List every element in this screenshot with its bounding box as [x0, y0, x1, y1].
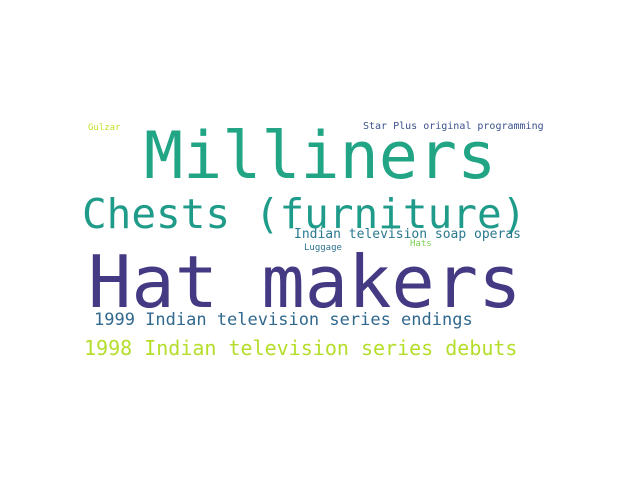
word-milliners: Milliners — [144, 119, 497, 194]
word-chests-furniture: Chests (furniture) — [82, 190, 527, 238]
word-1998-series-debuts: 1998 Indian television series debuts — [84, 336, 518, 360]
word-cloud: Milliners Chests (furniture) Hat makers … — [80, 118, 560, 368]
word-1999-series-endings: 1999 Indian television series endings — [94, 310, 473, 330]
word-hats: Hats — [410, 239, 432, 249]
word-luggage: Luggage — [304, 243, 342, 253]
word-hat-makers: Hat makers — [88, 240, 522, 324]
word-soap-operas: Indian television soap operas — [294, 227, 521, 242]
word-gulzar: Gulzar — [88, 123, 121, 133]
word-star-plus: Star Plus original programming — [363, 121, 544, 132]
